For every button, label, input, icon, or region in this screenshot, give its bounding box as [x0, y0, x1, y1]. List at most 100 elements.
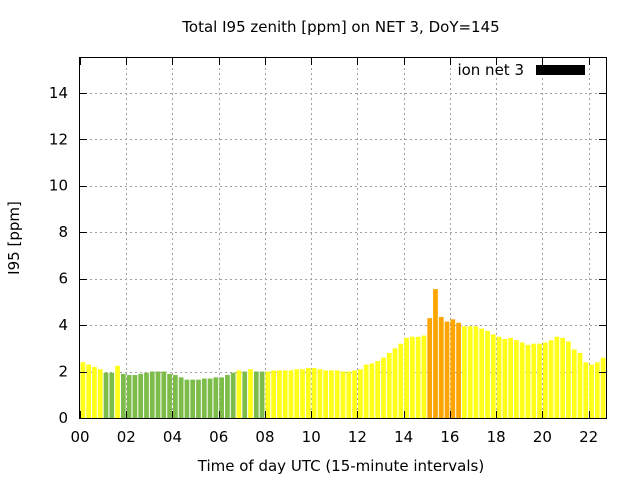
- bar: [132, 375, 138, 418]
- bar: [571, 349, 577, 418]
- legend: ion net 3: [457, 61, 585, 79]
- bar: [259, 371, 265, 418]
- bar: [155, 371, 161, 418]
- x-tick-label: 04: [163, 428, 182, 446]
- bar: [404, 337, 409, 418]
- bar: [109, 372, 115, 418]
- bar: [173, 375, 178, 418]
- bar: [265, 371, 271, 418]
- bar: [120, 373, 126, 418]
- bar: [352, 370, 357, 418]
- bar: [427, 318, 433, 418]
- bar: [577, 352, 583, 418]
- bar: [566, 341, 571, 418]
- bar: [594, 362, 600, 418]
- bar: [346, 371, 352, 418]
- bar: [219, 377, 224, 418]
- bar: [277, 370, 282, 418]
- bar: [253, 371, 259, 418]
- bar: [473, 326, 479, 418]
- y-tick-label: 4: [58, 316, 68, 334]
- bar: [213, 377, 219, 418]
- bar: [548, 340, 554, 418]
- bar: [242, 371, 248, 418]
- bar: [467, 326, 473, 418]
- bar: [519, 342, 525, 418]
- x-tick-label: 06: [209, 428, 228, 446]
- bar: [271, 370, 277, 418]
- bar: [340, 371, 346, 418]
- bar: [80, 362, 86, 418]
- bar: [450, 319, 456, 418]
- bar: [600, 357, 606, 418]
- bar: [490, 334, 496, 418]
- bar: [92, 366, 97, 418]
- y-tick-label: 12: [49, 130, 68, 148]
- bar: [86, 364, 92, 418]
- x-tick-label: 18: [487, 428, 506, 446]
- bar: [583, 362, 589, 418]
- bar: [248, 369, 253, 418]
- bar: [144, 372, 149, 418]
- bar: [236, 370, 242, 418]
- bar: [415, 336, 421, 418]
- x-axis-label: Time of day UTC (15-minute intervals): [197, 457, 484, 475]
- bar: [560, 337, 566, 418]
- bar: [381, 357, 386, 418]
- bar: [323, 370, 329, 418]
- bar: [115, 365, 120, 418]
- bar: [190, 379, 196, 418]
- bar: [444, 321, 450, 418]
- bar: [589, 364, 594, 418]
- bar: [525, 344, 531, 418]
- bar: [161, 371, 167, 418]
- bar: [282, 370, 288, 418]
- bar: [514, 340, 519, 418]
- bar: [149, 371, 155, 418]
- x-tick-label: 22: [579, 428, 598, 446]
- bar: [421, 335, 427, 418]
- bar: [462, 326, 467, 418]
- plot-frame: [79, 57, 607, 419]
- bar: [554, 336, 560, 418]
- bar: [433, 289, 438, 418]
- bar: [386, 352, 392, 418]
- x-tick-label: 08: [255, 428, 274, 446]
- bar: [531, 343, 537, 418]
- bar: [369, 363, 375, 418]
- bar: [392, 348, 398, 418]
- bar: [537, 343, 542, 418]
- bar: [496, 336, 502, 418]
- bar: [288, 370, 294, 418]
- bar: [438, 316, 444, 418]
- bar: [97, 369, 103, 418]
- bar: [375, 361, 381, 418]
- bar: [508, 337, 513, 418]
- grid-layer: [80, 58, 606, 418]
- bar: [184, 379, 190, 418]
- legend-swatch: [536, 65, 585, 75]
- y-tick-label: 14: [49, 84, 68, 102]
- bar: [305, 368, 311, 418]
- bar: [225, 375, 230, 418]
- y-tick-label: 6: [58, 270, 68, 288]
- bar: [357, 369, 363, 418]
- y-tick-label: 0: [58, 409, 68, 427]
- y-axis-label: I95 [ppm]: [5, 201, 23, 275]
- bars-layer: [80, 289, 606, 418]
- chart-title: Total I95 zenith [ppm] on NET 3, DoY=145: [181, 18, 499, 36]
- bar: [207, 378, 213, 418]
- x-tick-label: 16: [440, 428, 459, 446]
- bar: [479, 328, 485, 418]
- bar: [542, 342, 548, 418]
- x-tick-label: 20: [533, 428, 552, 446]
- bar: [456, 322, 461, 418]
- bar: [201, 378, 207, 418]
- bar: [502, 339, 508, 418]
- bar: [409, 336, 415, 418]
- x-tick-label: 14: [394, 428, 413, 446]
- bar: [230, 372, 236, 418]
- bar: [363, 364, 369, 418]
